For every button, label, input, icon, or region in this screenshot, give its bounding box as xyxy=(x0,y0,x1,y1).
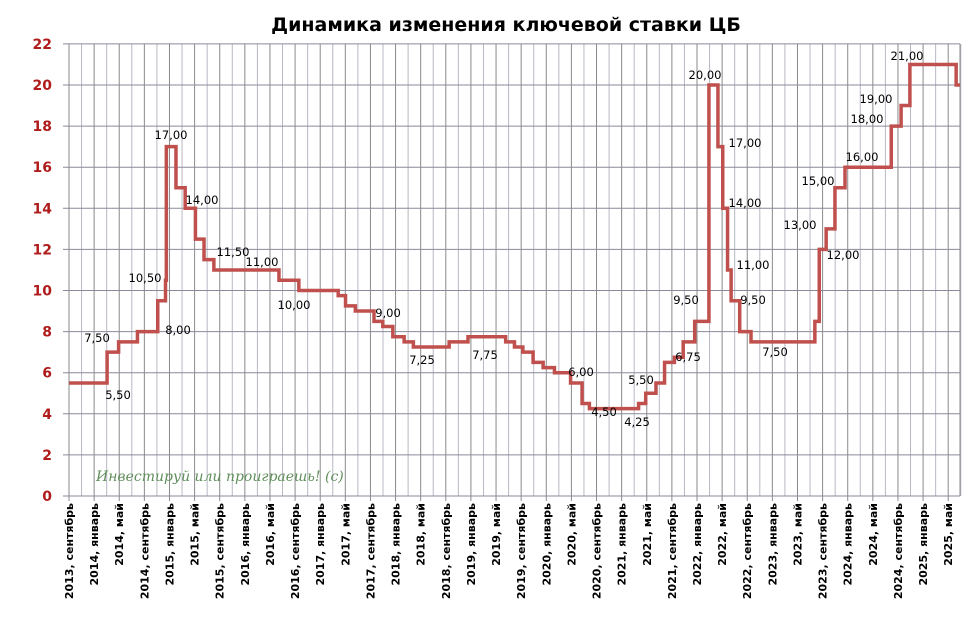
data-label: 7,50 xyxy=(762,345,788,359)
data-label: 9,00 xyxy=(375,306,401,320)
x-tick-label: 2017, январь xyxy=(314,503,327,586)
x-tick-label: 2017, май xyxy=(339,503,352,566)
watermark: Инвестируй или проиграешь! (с) xyxy=(95,469,344,485)
y-axis: 0 2 4 6 8 10 12 14 16 18 20 22 xyxy=(33,37,53,505)
y-tick-label: 18 xyxy=(33,119,52,135)
data-label: 9,50 xyxy=(740,293,766,307)
x-tick-label: 2018, январь xyxy=(390,503,403,586)
x-tick-label: 2013, сентябрь xyxy=(63,503,76,599)
grid xyxy=(63,43,962,501)
x-axis: 2013, сентябрь 2014, январь 2014, май 2014,… xyxy=(63,503,955,599)
x-tick-label: 2022, май xyxy=(716,503,729,566)
x-tick-label: 2023, январь xyxy=(766,503,779,586)
y-tick-label: 22 xyxy=(33,37,52,53)
x-tick-label: 2014, сентябрь xyxy=(138,503,151,599)
data-label: 18,00 xyxy=(851,112,884,126)
data-label: 9,50 xyxy=(673,293,699,307)
data-label: 6,75 xyxy=(675,350,701,364)
data-label: 7,50 xyxy=(84,331,110,345)
y-tick-label: 4 xyxy=(42,407,52,423)
data-label: 20,00 xyxy=(689,68,722,82)
data-label: 17,00 xyxy=(729,136,762,150)
x-tick-label: 2021, сентябрь xyxy=(666,503,679,599)
data-label: 7,75 xyxy=(472,348,498,362)
x-tick-label: 2024, май xyxy=(867,503,880,566)
x-tick-label: 2016, январь xyxy=(239,503,252,586)
x-tick-label: 2025, май xyxy=(942,503,955,566)
x-tick-label: 2014, январь xyxy=(88,503,101,586)
data-label: 14,00 xyxy=(186,193,219,207)
y-tick-label: 14 xyxy=(33,201,53,217)
x-tick-label: 2016, май xyxy=(264,503,277,566)
x-tick-label: 2020, сентябрь xyxy=(591,503,604,599)
key-rate-series-line xyxy=(69,62,960,411)
x-tick-label: 2019, май xyxy=(490,503,503,566)
y-tick-label: 16 xyxy=(33,160,52,176)
x-tick-label: 2018, май xyxy=(415,503,428,566)
y-tick-label: 12 xyxy=(33,242,52,258)
data-label: 21,00 xyxy=(891,49,924,63)
x-tick-label: 2022, сентябрь xyxy=(741,503,754,599)
x-tick-label: 2023, сентябрь xyxy=(817,503,830,599)
data-label: 4,25 xyxy=(624,415,650,429)
x-tick-label: 2020, май xyxy=(565,503,578,566)
x-tick-label: 2023, май xyxy=(791,503,804,566)
x-tick-label: 2020, январь xyxy=(540,503,553,586)
x-tick-label: 2015, сентябрь xyxy=(214,503,227,599)
x-tick-label: 2018, сентябрь xyxy=(440,503,453,599)
data-label: 11,00 xyxy=(737,258,770,272)
y-tick-label: 0 xyxy=(42,489,52,505)
x-tick-label: 2017, сентябрь xyxy=(364,503,377,599)
y-tick-label: 20 xyxy=(33,78,53,94)
data-label: 19,00 xyxy=(860,92,893,106)
data-label: 5,50 xyxy=(628,373,654,387)
data-label: 11,50 xyxy=(217,245,250,259)
y-tick-label: 8 xyxy=(42,325,52,341)
chart-title: Динамика изменения ключевой ставки ЦБ xyxy=(271,14,741,36)
data-label: 10,50 xyxy=(129,271,162,285)
data-labels: 7,505,5010,508,0017,0014,0011,5011,0010,… xyxy=(84,49,923,429)
x-tick-label: 2022, январь xyxy=(691,503,704,586)
data-label: 7,25 xyxy=(409,353,435,367)
data-label: 15,00 xyxy=(802,174,835,188)
x-tick-label: 2024, январь xyxy=(842,503,855,586)
data-label: 8,00 xyxy=(165,323,191,337)
data-label: 6,00 xyxy=(568,365,594,379)
y-tick-label: 6 xyxy=(42,366,52,382)
x-tick-label: 2025, январь xyxy=(917,503,930,586)
x-tick-label: 2019, сентябрь xyxy=(515,503,528,599)
x-tick-label: 2015, май xyxy=(189,503,202,566)
data-label: 4,50 xyxy=(591,405,617,419)
data-label: 17,00 xyxy=(155,128,188,142)
data-label: 13,00 xyxy=(784,218,817,232)
data-label: 11,00 xyxy=(246,255,279,269)
x-tick-label: 2015, январь xyxy=(163,503,176,586)
data-label: 5,50 xyxy=(105,388,131,402)
data-label: 14,00 xyxy=(729,196,762,210)
y-tick-label: 10 xyxy=(33,284,53,300)
y-tick-label: 2 xyxy=(42,448,52,464)
x-tick-label: 2021, май xyxy=(641,503,654,566)
data-label: 12,00 xyxy=(827,248,860,262)
x-tick-label: 2014, май xyxy=(113,503,126,566)
data-label: 16,00 xyxy=(846,150,879,164)
x-tick-label: 2021, январь xyxy=(616,503,629,586)
x-tick-label: 2019, январь xyxy=(465,503,478,586)
data-label: 10,00 xyxy=(278,298,311,312)
x-tick-label: 2024, сентябрь xyxy=(892,503,905,599)
x-tick-label: 2016, сентябрь xyxy=(289,503,302,599)
